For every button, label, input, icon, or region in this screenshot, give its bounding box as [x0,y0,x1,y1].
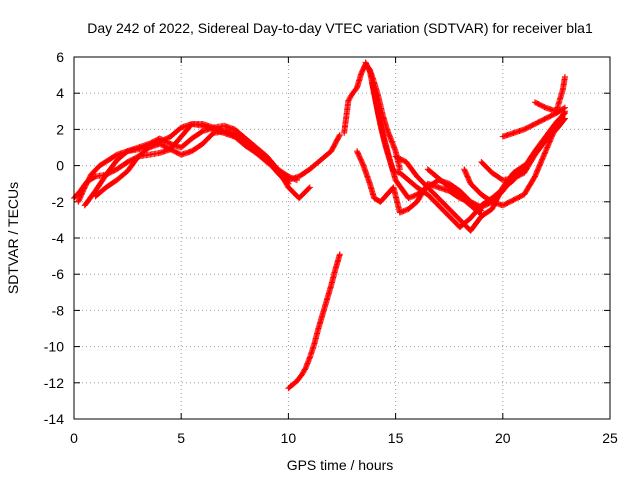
x-axis-label: GPS time / hours [287,457,394,473]
y-tick-label: -14 [44,411,64,427]
data-series [341,61,403,173]
x-tick-label: 0 [70,430,78,446]
data-point [560,105,567,112]
data-series [92,128,292,200]
data-series [392,153,528,234]
y-tick-label: -12 [44,375,64,391]
y-tick-label: 0 [56,158,64,174]
data-points [71,59,568,392]
y-tick-label: 6 [56,49,64,65]
x-tick-label: 10 [281,430,297,446]
y-tick-label: -8 [52,302,65,318]
data-point [561,115,568,122]
data-point [336,251,343,258]
y-tick-label: -10 [44,339,64,355]
data-point [306,184,313,191]
data-point [285,180,292,187]
y-axis-label: SDTVAR / TECUs [5,182,21,294]
data-point [561,104,568,111]
y-tick-label: 2 [56,121,64,137]
data-point [336,131,343,138]
x-tick-label: 20 [495,430,511,446]
data-point [478,211,485,218]
data-series [531,73,568,115]
data-point [336,132,343,139]
data-series [81,122,313,209]
data-point [561,116,568,123]
chart-title: Day 242 of 2022, Sidereal Day-to-day VTE… [87,20,593,36]
y-tick-label: -2 [52,194,65,210]
y-tick-label: -4 [52,230,65,246]
data-series [424,166,485,218]
x-tick-label: 15 [388,430,404,446]
x-tick-label: 25 [602,430,618,446]
plot-frame [73,56,611,420]
tick-labels: 0 5 10 15 20 25 -14 -12 -10 -8 -6 -4 -2 0 2 4 6 [44,49,618,446]
data-point [305,185,312,192]
y-tick-label: 4 [56,85,64,101]
grid [74,57,610,419]
data-point [284,179,291,186]
y-tick-label: -6 [52,266,65,282]
data-point [561,73,568,80]
data-point [477,210,484,217]
data-series [478,115,568,184]
data-series [285,251,343,392]
x-tick-label: 5 [177,430,185,446]
